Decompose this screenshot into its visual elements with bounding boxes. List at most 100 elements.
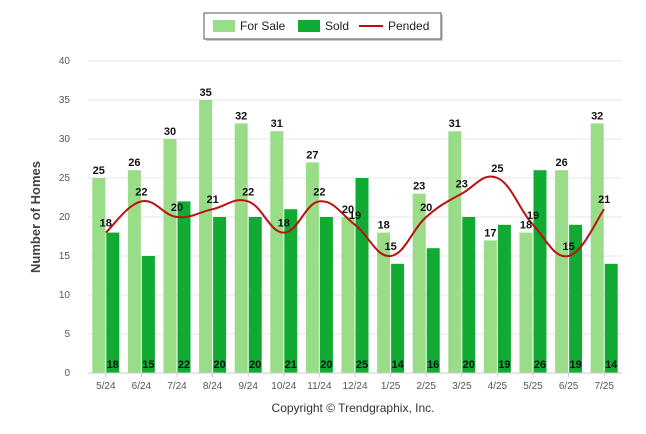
x-tick-label: 6/24 <box>132 381 152 392</box>
bar-for-sale <box>163 139 177 373</box>
label-pended: 18 <box>100 218 112 230</box>
x-tick-label: 7/24 <box>167 381 187 392</box>
label-for-sale: 20 <box>342 204 354 216</box>
label-for-sale: 30 <box>164 126 176 138</box>
label-for-sale: 18 <box>377 220 389 232</box>
bar-for-sale <box>341 217 355 373</box>
bar-for-sale <box>590 123 604 374</box>
label-pended: 23 <box>456 179 468 191</box>
x-tick-label: 11/24 <box>307 381 332 392</box>
y-tick-label: 20 <box>59 212 71 223</box>
label-sold: 14 <box>391 359 404 371</box>
x-tick-label: 5/24 <box>96 381 116 392</box>
y-tick-label: 10 <box>59 290 71 301</box>
label-pended: 15 <box>384 241 396 253</box>
label-sold: 15 <box>142 359 154 371</box>
bar-for-sale <box>519 232 533 373</box>
bar-sold <box>497 224 511 373</box>
bar-for-sale <box>199 100 213 373</box>
bar-sold <box>141 256 155 373</box>
y-tick-label: 25 <box>59 173 71 184</box>
label-pended: 22 <box>313 186 325 198</box>
x-tick-label: 5/25 <box>523 381 543 392</box>
x-axis-ticks: 5/24 6/24 7/24 8/24 9/24 10/24 11/24 12/24 1/25 2… <box>88 372 622 392</box>
label-sold: 19 <box>569 359 581 371</box>
legend-swatch-for-sale <box>213 20 235 32</box>
label-for-sale: 23 <box>413 181 425 193</box>
y-tick-label: 35 <box>59 95 71 106</box>
bar-for-sale <box>270 131 284 373</box>
label-for-sale: 32 <box>591 110 603 122</box>
label-pended: 15 <box>562 241 574 253</box>
y-tick-label: 15 <box>59 251 71 262</box>
label-pended: 19 <box>349 210 361 222</box>
label-for-sale: 26 <box>128 157 140 169</box>
x-tick-label: 3/25 <box>452 381 472 392</box>
y-tick-label: 40 <box>59 56 71 67</box>
x-tick-label: 6/25 <box>559 381 579 392</box>
label-sold: 25 <box>356 359 368 371</box>
label-for-sale: 27 <box>306 149 318 161</box>
x-tick-label: 10/24 <box>271 381 296 392</box>
label-pended: 20 <box>171 202 183 214</box>
copyright-credit: Copyright © Trendgraphix, Inc. <box>272 401 435 415</box>
bar-sold <box>248 217 262 373</box>
bar-sold <box>533 170 547 373</box>
bar-sold <box>319 217 333 373</box>
bar-for-sale <box>92 178 106 373</box>
label-sold: 22 <box>178 359 190 371</box>
label-sold: 18 <box>107 359 119 371</box>
label-pended: 25 <box>491 163 503 175</box>
label-pended: 18 <box>278 218 290 230</box>
label-sold: 20 <box>463 359 475 371</box>
x-tick-label: 8/24 <box>203 381 223 392</box>
label-sold: 20 <box>213 359 225 371</box>
label-pended: 20 <box>420 202 432 214</box>
bar-for-sale <box>377 232 391 373</box>
x-tick-label: 9/24 <box>238 381 258 392</box>
legend: For Sale Sold Pended <box>203 12 443 41</box>
label-for-sale: 18 <box>520 220 532 232</box>
label-sold: 21 <box>285 359 297 371</box>
label-sold: 14 <box>605 359 618 371</box>
bar-sold <box>177 201 191 373</box>
bar-sold <box>391 263 405 373</box>
label-sold: 20 <box>249 359 261 371</box>
bar-for-sale <box>305 162 319 373</box>
y-tick-label: 30 <box>59 134 71 145</box>
x-tick-label: 7/25 <box>594 381 614 392</box>
bar-sold <box>106 232 120 373</box>
bar-sold <box>355 178 369 373</box>
bar-sold <box>213 217 227 373</box>
bar-sold <box>462 217 476 373</box>
label-for-sale: 35 <box>199 87 211 99</box>
bar-for-sale <box>412 193 426 373</box>
x-tick-label: 12/24 <box>342 381 367 392</box>
legend-swatch-sold <box>298 20 320 32</box>
x-tick-label: 4/25 <box>488 381 508 392</box>
bar-sold <box>604 263 618 373</box>
pended-line <box>105 175 606 258</box>
legend-label-sold: Sold <box>325 19 349 33</box>
label-for-sale: 17 <box>484 227 496 239</box>
bar-for-sale <box>555 170 569 373</box>
label-sold: 19 <box>498 359 510 371</box>
legend-label-for-sale: For Sale <box>240 19 286 33</box>
label-sold: 20 <box>320 359 332 371</box>
y-tick-label: 0 <box>64 368 70 379</box>
label-for-sale: 31 <box>449 118 461 130</box>
x-tick-label: 2/25 <box>416 381 436 392</box>
label-for-sale: 25 <box>93 165 105 177</box>
bars <box>92 100 618 374</box>
bar-sold <box>284 209 298 373</box>
bar-for-sale <box>127 170 141 373</box>
legend-label-pended: Pended <box>388 19 429 33</box>
label-pended: 22 <box>242 186 254 198</box>
label-pended: 21 <box>598 194 610 206</box>
label-pended: 19 <box>527 210 539 222</box>
label-for-sale: 26 <box>555 157 567 169</box>
legend-box <box>203 12 442 40</box>
pended-series-line <box>105 175 606 258</box>
x-tick-label: 1/25 <box>381 381 401 392</box>
